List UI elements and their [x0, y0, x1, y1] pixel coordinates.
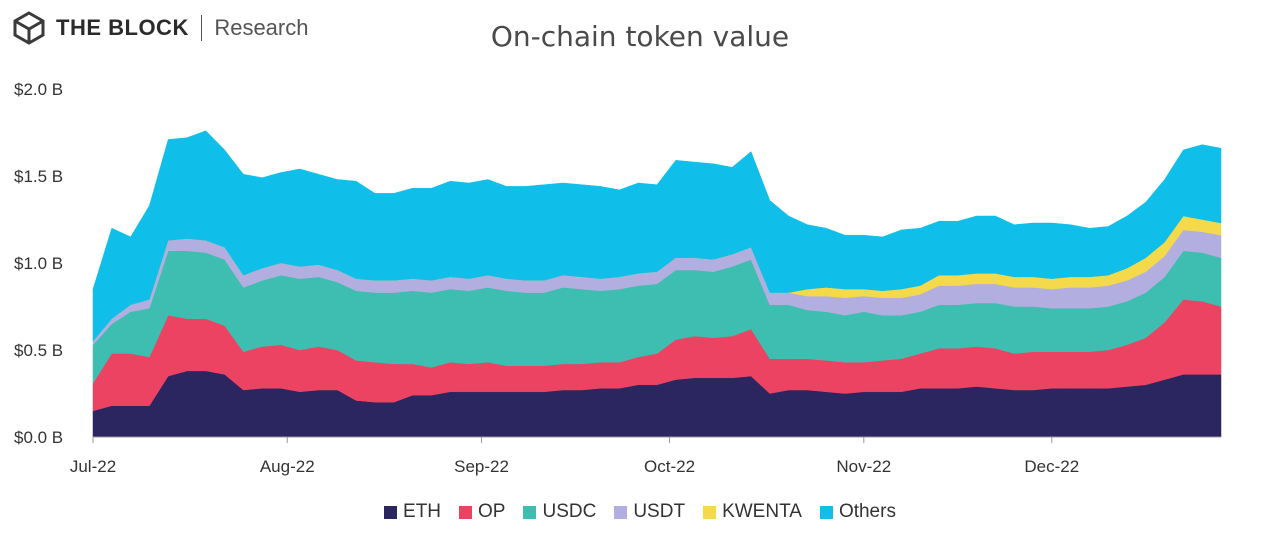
- x-tick-label: Dec-22: [1024, 457, 1079, 476]
- chart-legend: ETH OP USDC USDT KWENTA Others: [0, 501, 1280, 523]
- brand-divider: [200, 15, 203, 41]
- legend-item-op: OP: [459, 501, 505, 523]
- y-tick-label: $2.0 B: [14, 80, 63, 99]
- area-series-others: [92, 130, 1222, 342]
- y-tick-label: $1.0 B: [14, 254, 63, 273]
- x-tick-label: Jul-22: [70, 457, 116, 476]
- legend-swatch: [614, 505, 628, 519]
- legend-label: Others: [838, 501, 896, 522]
- legend-item-eth: ETH: [384, 501, 441, 523]
- brand-name: THE BLOCK: [56, 15, 189, 40]
- legend-swatch: [703, 505, 717, 519]
- legend-swatch: [819, 505, 833, 519]
- legend-item-others: Others: [819, 501, 896, 523]
- cube-logo-icon: [13, 11, 45, 45]
- brand-logo: THE BLOCK Research: [12, 8, 308, 48]
- legend-item-kwenta: KWENTA: [703, 501, 802, 523]
- legend-item-usdt: USDT: [614, 501, 685, 523]
- x-tick-label: Aug-22: [260, 457, 315, 476]
- legend-label: USDT: [633, 501, 686, 522]
- x-tick-label: Nov-22: [836, 457, 891, 476]
- y-tick-label: $0.0 B: [14, 428, 63, 447]
- legend-item-usdc: USDC: [523, 501, 596, 523]
- legend-label: OP: [478, 501, 506, 522]
- x-tick-label: Sep-22: [454, 457, 509, 476]
- chart-title: On-chain token value: [490, 20, 790, 53]
- y-tick-label: $0.5 B: [14, 341, 63, 360]
- y-tick-label: $1.5 B: [14, 167, 63, 186]
- legend-label: USDC: [542, 501, 597, 522]
- legend-swatch: [384, 505, 398, 519]
- brand-subtitle: Research: [214, 15, 309, 40]
- legend-swatch: [459, 505, 473, 519]
- legend-label: ETH: [403, 501, 442, 522]
- legend-swatch: [523, 505, 537, 519]
- legend-label: KWENTA: [722, 501, 802, 522]
- x-tick-label: Oct-22: [644, 457, 695, 476]
